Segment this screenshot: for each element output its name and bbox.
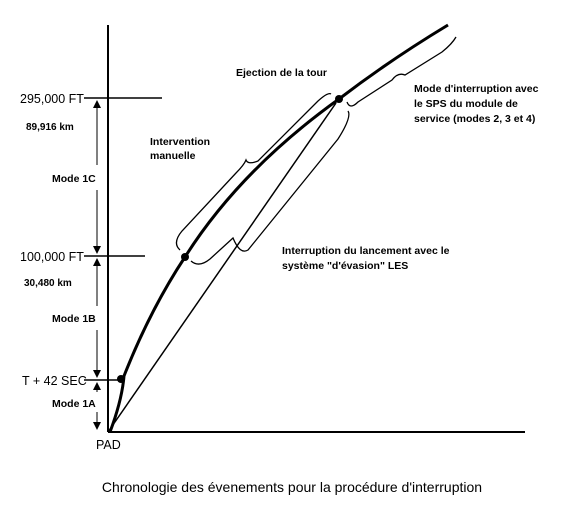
brace-sps-abort [346, 36, 457, 107]
label-les-1: Interruption du lancement avec le [282, 245, 450, 257]
brace-manual-intervention [175, 93, 332, 251]
label-manual-intervention-1: Intervention [150, 136, 210, 148]
label-295k-km: 89,916 km [26, 122, 74, 133]
point-tower-jettison [335, 95, 343, 103]
trajectory-curve [108, 23, 449, 433]
figure-caption: Chronologie des évenements pour la procé… [102, 479, 482, 495]
label-sps-3: service (modes 2, 3 et 4) [414, 113, 535, 125]
point-t42 [117, 375, 125, 383]
label-manual-intervention-2: manuelle [150, 150, 196, 162]
label-tower-jettison: Ejection de la tour [236, 67, 327, 79]
label-295k-ft: 295,000 FT [20, 92, 84, 106]
label-pad: PAD [96, 438, 121, 452]
label-100k-ft: 100,000 FT [20, 250, 84, 264]
label-mode-1b: Mode 1B [52, 313, 96, 325]
label-mode-1a: Mode 1A [52, 398, 96, 410]
label-t42: T + 42 SEC [22, 374, 87, 388]
label-100k-km: 30,480 km [24, 278, 72, 289]
point-100k [181, 253, 189, 261]
label-mode-1c: Mode 1C [52, 173, 96, 185]
reference-line [107, 102, 337, 433]
label-sps-1: Mode d'interruption avec [414, 83, 539, 95]
label-sps-2: le SPS du module de [414, 98, 518, 110]
label-les-2: système "d'évasion" LES [282, 260, 408, 272]
brace-les-abort [190, 110, 350, 265]
